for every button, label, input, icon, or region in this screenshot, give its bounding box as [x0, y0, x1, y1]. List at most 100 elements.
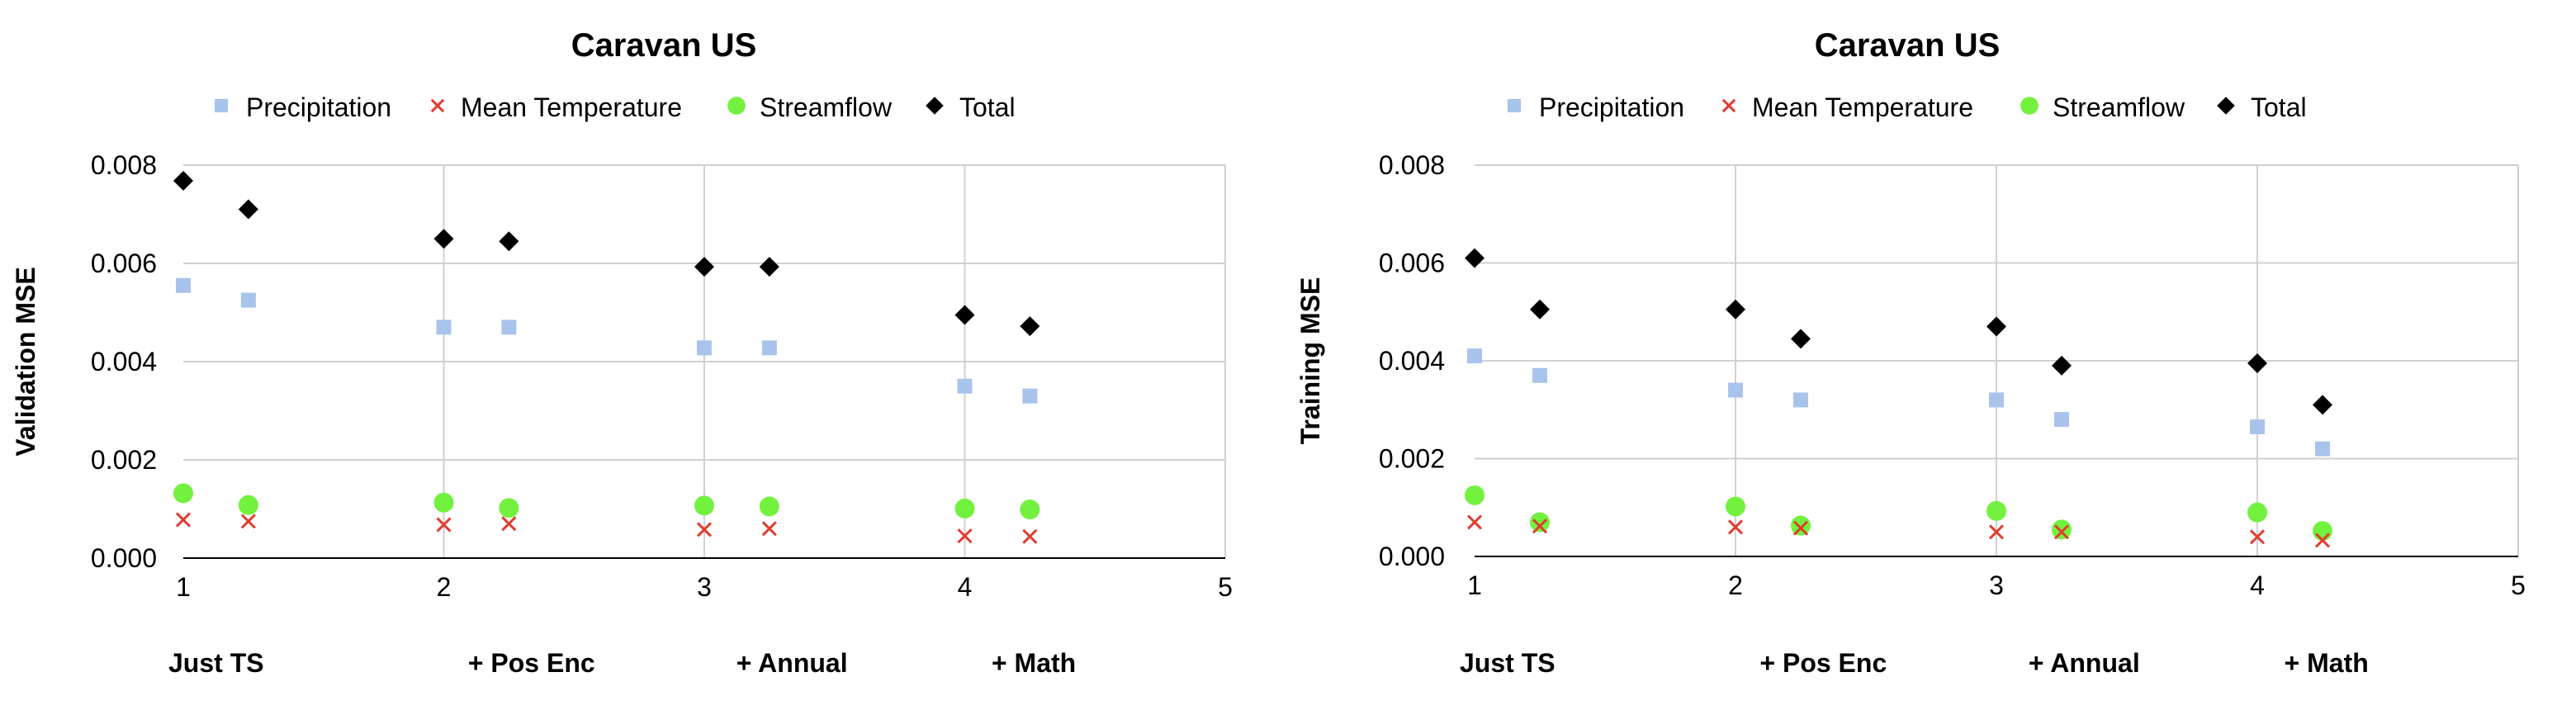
point-mean-temperature	[1727, 519, 1744, 535]
point-total	[1791, 329, 1811, 349]
point-precipitation	[1989, 392, 2004, 408]
point-mean-temperature	[1988, 524, 2005, 540]
point-mean-temperature	[957, 528, 973, 544]
point-mean-temperature	[1022, 528, 1038, 544]
y-tick-label: 0.002	[91, 445, 157, 475]
point-streamflow	[1465, 485, 1485, 505]
x-tick-label: 5	[1218, 572, 1233, 602]
point-mean-temperature	[501, 516, 517, 532]
legend-marker-precipitation	[1507, 98, 1522, 113]
point-mean-temperature	[2249, 529, 2266, 545]
point-streamflow	[238, 495, 258, 515]
point-precipitation	[761, 340, 777, 356]
point-precipitation	[1728, 382, 1743, 398]
legend-label-precipitation: Precipitation	[1539, 92, 1684, 122]
x-tick-label: 3	[1989, 570, 2004, 600]
point-streamflow	[1020, 499, 1040, 520]
point-total	[1530, 299, 1550, 320]
y-tick-label: 0.008	[91, 150, 157, 180]
point-mean-temperature	[2314, 532, 2331, 548]
point-total	[694, 257, 714, 277]
group-label: Just TS	[168, 648, 264, 678]
point-total	[1986, 316, 2006, 337]
point-precipitation	[2315, 441, 2330, 457]
point-streamflow	[1986, 500, 2006, 521]
point-precipitation	[697, 340, 712, 356]
validation-mse-chart-panel: Caravan US Precipitation Mean Temperature S…	[11, 27, 1233, 678]
legend-marker-total	[2217, 97, 2235, 115]
y-axis-title: Training MSE	[1295, 277, 1325, 445]
point-total	[433, 229, 454, 249]
y-tick-label: 0.000	[91, 543, 157, 573]
legend-marker-precipitation	[214, 98, 229, 113]
point-precipitation	[1022, 388, 1038, 404]
point-total	[2247, 353, 2267, 373]
x-tick-label: 2	[1728, 570, 1743, 600]
group-label: + Math	[992, 648, 1076, 678]
point-precipitation	[240, 292, 256, 308]
point-streamflow	[2313, 521, 2332, 542]
x-tick-label: 5	[2511, 570, 2526, 600]
point-mean-temperature	[436, 517, 452, 532]
point-total	[1020, 316, 1040, 337]
point-total	[173, 171, 193, 192]
x-tick-label: 2	[437, 572, 452, 602]
y-tick-label: 0.006	[91, 248, 157, 278]
group-label: Just TS	[1460, 648, 1556, 678]
point-mean-temperature	[761, 521, 777, 537]
x-tick-label: 1	[1467, 570, 1482, 600]
point-streamflow	[954, 498, 975, 518]
group-label: + Annual	[736, 648, 848, 678]
point-streamflow	[759, 496, 779, 517]
legend-label-total: Total	[959, 92, 1016, 122]
point-streamflow	[694, 495, 714, 516]
point-mean-temperature	[1792, 520, 1809, 536]
point-mean-temperature	[175, 512, 192, 528]
x-tick-label: 1	[176, 572, 191, 602]
chart-title: Caravan US	[1815, 27, 2001, 64]
point-streamflow	[2247, 502, 2267, 523]
point-precipitation	[436, 320, 452, 335]
point-mean-temperature	[1466, 514, 1483, 530]
point-total	[954, 305, 975, 325]
point-total	[1726, 299, 1745, 320]
point-total	[1465, 248, 1485, 268]
point-precipitation	[1467, 348, 1482, 364]
legend-label-precipitation: Precipitation	[246, 92, 391, 122]
y-tick-label: 0.000	[1379, 542, 1445, 571]
legend-label-total: Total	[2251, 92, 2307, 122]
legend-label-mean-temperature: Mean Temperature	[1752, 92, 1973, 122]
x-tick-label: 4	[2250, 570, 2265, 600]
point-streamflow	[2052, 519, 2072, 540]
point-total	[238, 199, 258, 220]
point-streamflow	[1791, 515, 1811, 536]
point-mean-temperature	[2053, 524, 2070, 540]
point-mean-temperature	[240, 514, 256, 529]
x-tick-label: 3	[697, 572, 712, 602]
point-total	[499, 231, 519, 252]
point-mean-temperature	[1532, 518, 1548, 534]
point-precipitation	[1532, 367, 1547, 383]
y-axis-title: Validation MSE	[11, 267, 40, 456]
point-total	[2052, 355, 2072, 376]
group-label: + Annual	[2029, 648, 2140, 678]
group-label: + Pos Enc	[1759, 648, 1887, 678]
x-tick-label: 4	[958, 572, 973, 602]
point-precipitation	[1793, 392, 1808, 408]
y-tick-label: 0.008	[1379, 150, 1445, 180]
point-precipitation	[176, 277, 191, 293]
chart-title: Caravan US	[571, 27, 757, 64]
y-tick-label: 0.002	[1379, 444, 1445, 474]
point-total	[759, 257, 779, 277]
point-precipitation	[501, 320, 517, 335]
y-tick-label: 0.004	[91, 347, 157, 376]
legend-marker-total	[926, 97, 944, 115]
legend-label-streamflow: Streamflow	[760, 92, 893, 122]
point-streamflow	[1726, 496, 1745, 517]
point-streamflow	[173, 483, 193, 504]
point-streamflow	[433, 492, 454, 513]
group-label: + Math	[2285, 648, 2369, 678]
point-precipitation	[2250, 419, 2265, 434]
point-total	[2313, 395, 2332, 415]
y-tick-label: 0.006	[1379, 248, 1445, 278]
